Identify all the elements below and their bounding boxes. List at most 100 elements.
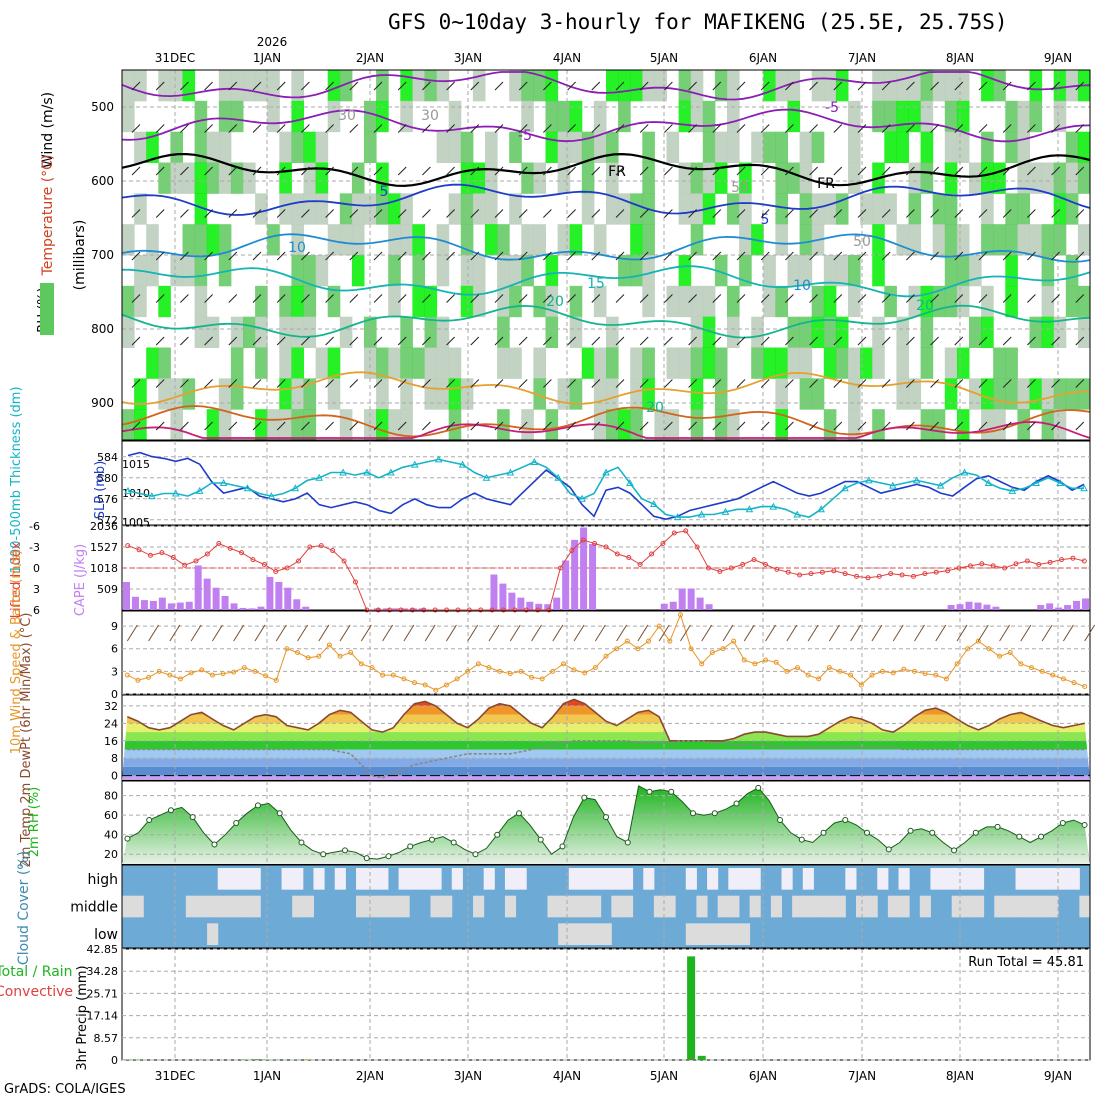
wind-speed-marker [1007,650,1013,655]
wind-barb [906,294,915,303]
wind-speed-marker [295,650,301,655]
wind-barb [349,336,359,346]
rh-cell [763,255,776,287]
rh-cell [678,100,692,133]
wind-barb [591,251,601,261]
cape-bar [535,603,543,610]
contour-label: 5 [761,212,770,228]
rh-cell [303,285,317,318]
li-marker [489,607,495,613]
wind-speed-marker [624,638,630,644]
rh-marker [146,817,153,824]
rh-cell [182,378,196,410]
x-tick-label-bottom: 3JAN [454,1069,482,1083]
rh-cell [848,347,861,379]
thickness-axis-label: 1000-500mb Thickness (dm) [9,386,24,573]
rh-marker [515,810,522,817]
rh-cell [581,347,595,379]
rh-tick: 60 [104,809,118,822]
wind-speed-marker [390,672,396,678]
rh-cell [170,70,183,102]
wind-barb [954,81,964,91]
li-marker [466,607,472,613]
wind-barb [1075,166,1085,176]
wind-barb [276,209,286,218]
rh-cell [860,347,873,379]
wind-barb [228,251,238,261]
precip-tick: 25.71 [87,987,119,1000]
cape-bar [517,597,525,610]
wind-barb [301,166,310,176]
wind-barb [397,81,407,91]
wind-barb [978,336,988,346]
surface-wind-barb [424,624,436,642]
rh-cell [678,193,692,225]
surface-wind-barb [360,624,372,642]
cape-bar [400,608,408,610]
rh-cell [884,285,897,318]
rh-cell [509,131,522,163]
wind-barb [228,166,238,176]
rh-cell [739,224,752,256]
rh-cell [218,162,232,194]
wind-barb [470,379,480,388]
contour-label: -5 [825,100,839,116]
rh-cell [400,193,413,225]
li-marker [1024,558,1030,564]
cape-axis-label: CAPE (J/kg) [73,544,88,616]
rh-cell [1077,316,1091,348]
rh-cell [993,70,1006,102]
wind-barb [301,124,310,133]
cloud-cell [430,895,442,918]
thickness-marker [363,468,371,476]
li-marker [922,571,928,577]
wind-speed-marker [1082,683,1088,689]
li-marker [705,565,711,571]
surface-wind-barb [403,624,415,642]
surface-wind-barb [616,624,628,642]
cloud-cell [994,895,1006,918]
rh-cell [460,131,474,163]
rh-marker [494,831,501,838]
wind-barb [954,166,964,176]
wind-speed-marker [656,623,662,629]
rh-cell [1041,285,1055,318]
wind-barb [397,336,407,346]
wind-barb [906,209,915,218]
cloud-cell [887,895,900,918]
rh-cell [1005,100,1018,133]
wind-barb [518,421,528,431]
rh-cell [218,100,232,133]
rh-cell [279,316,292,348]
li-marker [694,544,700,550]
rh-cell [848,409,861,441]
thickness-marker [171,489,180,497]
li-marker [546,607,552,613]
cloud-cell [590,923,602,945]
rh-cell [400,409,413,441]
rh-cell [956,285,970,318]
cloud-cell [239,895,251,918]
wind-barb [664,421,673,431]
rh-cell [545,409,559,441]
wind-barb [446,336,455,346]
wind-barb [1027,379,1036,388]
cloud-cell [1026,895,1038,918]
wind-barb [881,81,891,91]
wind-speed-marker [358,661,364,667]
rh-cell [787,316,801,348]
cape-bar [696,597,704,610]
thickness-marker [721,507,730,515]
surface-wind-barb [275,624,287,642]
rh-cell [206,162,220,194]
wind-barb [906,166,915,176]
wind-speed-marker [124,672,130,678]
wind-barb [785,421,794,431]
thickness-marker [841,484,849,492]
wind-barb [881,209,891,218]
rh-cell [460,193,474,225]
rh-cell [630,255,643,287]
rh-cell [364,409,377,441]
wind-speed-marker [497,668,503,674]
rh-cell [122,224,135,256]
